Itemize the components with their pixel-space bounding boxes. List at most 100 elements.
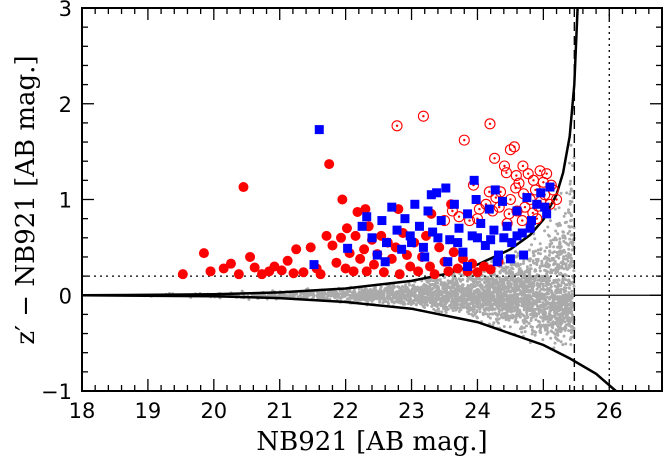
background-point: [348, 296, 352, 300]
background-point: [553, 315, 557, 319]
open-circle-point: [417, 110, 429, 122]
filled-circle-point: [298, 267, 309, 278]
background-point: [538, 269, 542, 273]
background-point: [450, 289, 453, 293]
background-point: [272, 293, 276, 297]
filled-circle-point: [359, 244, 370, 255]
background-point: [529, 290, 533, 294]
background-point: [480, 278, 484, 282]
background-point: [536, 251, 540, 255]
background-point: [409, 303, 413, 306]
background-point: [341, 294, 344, 298]
background-point: [508, 308, 512, 312]
background-point: [452, 283, 456, 287]
background-point: [546, 233, 550, 237]
background-point: [533, 333, 537, 337]
open-circle-dot: [494, 196, 498, 199]
square-point: [507, 238, 517, 248]
background-point: [437, 310, 441, 314]
background-point: [240, 289, 244, 293]
background-point: [536, 278, 540, 282]
background-point: [513, 294, 517, 298]
background-point: [556, 324, 559, 328]
background-point: [326, 294, 330, 298]
background-point: [528, 296, 532, 300]
background-point: [338, 296, 342, 300]
open-circle-ring: [498, 160, 511, 172]
background-point: [565, 191, 569, 195]
filled-circle-point: [276, 265, 287, 276]
background-point: [525, 310, 529, 313]
filled-circle-point: [245, 251, 256, 262]
background-point: [440, 310, 444, 314]
background-point: [486, 275, 490, 279]
background-point: [521, 276, 525, 280]
background-point: [482, 303, 486, 307]
background-point: [522, 262, 525, 265]
background-point: [510, 270, 514, 274]
background-point: [435, 287, 439, 291]
background-point: [373, 289, 377, 293]
background-point: [494, 311, 498, 315]
background-point: [547, 312, 551, 315]
background-point: [557, 338, 560, 342]
background-point: [488, 316, 492, 320]
background-point: [532, 281, 536, 285]
background-point: [559, 261, 563, 265]
background-point: [347, 289, 350, 293]
background-point: [502, 285, 506, 289]
square-point: [443, 257, 453, 267]
x-tick-label: 22: [332, 399, 359, 423]
open-circle-ring: [489, 152, 501, 164]
open-circle-dot: [488, 190, 491, 194]
background-point: [562, 214, 566, 218]
background-point: [341, 289, 345, 293]
background-point: [550, 281, 554, 285]
upper-limit-curve: [82, 8, 579, 297]
background-point: [544, 284, 548, 288]
background-point: [553, 284, 557, 288]
background-point: [489, 297, 493, 301]
background-point: [426, 280, 430, 284]
background-point: [424, 283, 428, 287]
background-point: [544, 265, 548, 268]
background-point: [524, 280, 528, 283]
background-point: [562, 312, 566, 316]
background-point: [553, 236, 557, 240]
square-point: [314, 125, 324, 135]
background-point: [423, 306, 427, 309]
background-point: [543, 310, 547, 314]
background-point: [537, 312, 541, 316]
background-point: [459, 298, 463, 302]
background-point: [546, 270, 550, 274]
background-point: [321, 297, 325, 301]
background-point: [510, 293, 514, 297]
background-point: [542, 295, 546, 298]
open-circle-ring: [417, 110, 429, 122]
background-point: [569, 256, 573, 260]
background-point: [569, 189, 573, 193]
y-tick-label: 2: [59, 93, 72, 117]
background-point: [549, 295, 553, 299]
background-point: [534, 249, 538, 253]
background-point: [562, 230, 565, 234]
background-point: [551, 321, 555, 324]
background-point: [487, 298, 491, 302]
background-point: [555, 337, 558, 341]
square-point: [392, 225, 402, 235]
background-point: [570, 303, 574, 307]
background-point: [414, 302, 418, 306]
background-point: [530, 243, 533, 247]
filled-circle-point: [443, 266, 454, 277]
background-point: [474, 302, 478, 306]
background-point: [540, 264, 544, 267]
background-point: [562, 288, 566, 292]
filled-circle-point: [355, 253, 366, 264]
background-point: [514, 278, 518, 282]
background-point: [508, 285, 512, 289]
x-tick-label: 23: [398, 399, 425, 423]
background-point: [385, 294, 389, 298]
background-point: [465, 297, 468, 301]
background-point: [552, 263, 556, 267]
